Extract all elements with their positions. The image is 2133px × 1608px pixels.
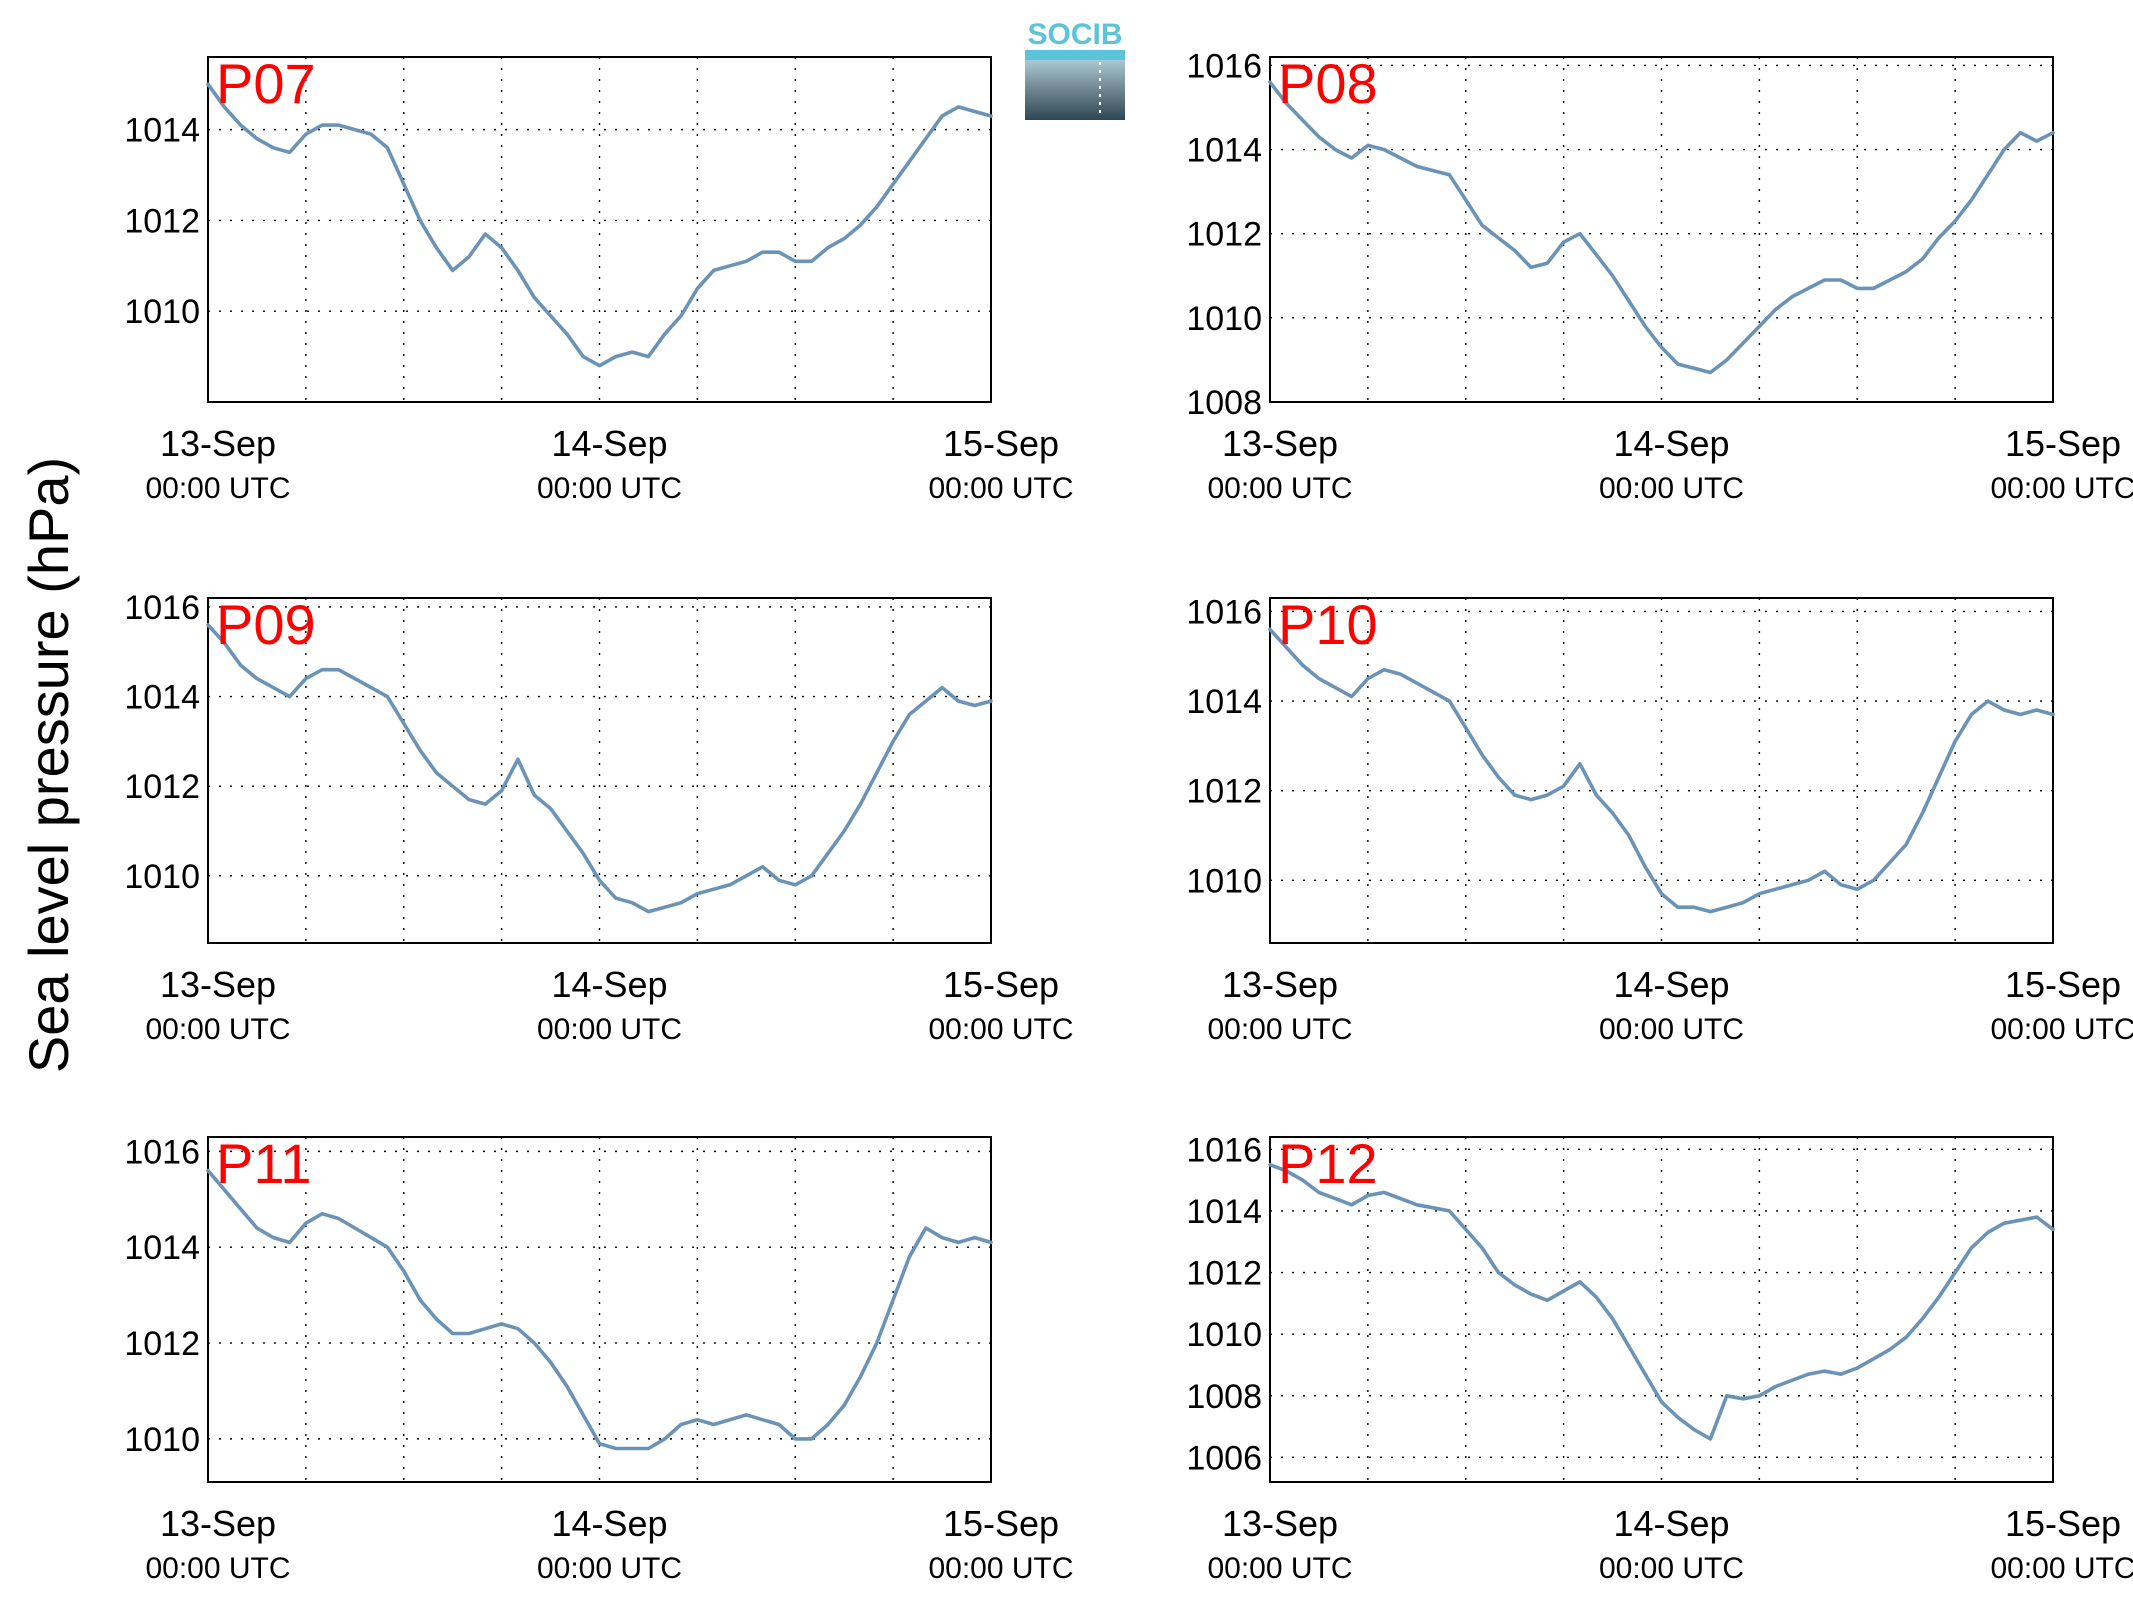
x-tick-time: 00:00 UTC (1990, 472, 2133, 505)
x-tick-time: 00:00 UTC (145, 1552, 290, 1585)
logo-band (1025, 50, 1125, 60)
x-tick-time: 00:00 UTC (1990, 1013, 2133, 1046)
x-tick-date: 15-Sep (2005, 964, 2121, 1005)
axes-frame (207, 597, 992, 944)
y-tick-label: 1010 (1186, 300, 1262, 338)
y-tick-label: 1012 (1186, 1255, 1262, 1293)
panel-p08: 1008 1010 1012 1014 1016 13-Sep 00:00 UTC 14-Se… (1186, 47, 2133, 505)
x-tick-time: 00:00 UTC (1207, 472, 1352, 505)
x-tick-time: 00:00 UTC (1990, 1552, 2133, 1585)
y-tick-label: 1010 (124, 1421, 200, 1459)
y-tick-label: 1006 (1186, 1439, 1262, 1477)
axes-frame (1269, 1136, 2054, 1483)
x-tick-date: 14-Sep (1613, 964, 1729, 1005)
x-tick-time: 00:00 UTC (1599, 472, 1744, 505)
x-tick-time: 00:00 UTC (537, 472, 682, 505)
y-axis-label: Sea level pressure (hPa) (17, 457, 80, 1073)
x-tick-time: 00:00 UTC (1599, 1552, 1744, 1585)
panel-p10: 1010 1012 1014 1016 13-Sep 00:00 UTC 14-Sep 00:… (1186, 593, 2133, 1046)
y-tick-label: 1008 (1186, 1378, 1262, 1416)
y-tick-label: 1014 (1186, 132, 1262, 170)
x-tick-time: 00:00 UTC (1207, 1013, 1352, 1046)
y-tick-label: 1016 (1186, 1131, 1262, 1169)
panel-label: P08 (1278, 52, 1378, 115)
x-tick-date: 13-Sep (160, 423, 276, 464)
panel-label: P12 (1278, 1132, 1378, 1195)
y-tick-label: 1016 (124, 589, 200, 627)
x-tick-time: 00:00 UTC (537, 1013, 682, 1046)
logo-text: SOCIB (1027, 18, 1122, 51)
panel-label: P10 (1278, 593, 1378, 656)
panel-label: P09 (216, 593, 316, 656)
x-tick-time: 00:00 UTC (928, 1013, 1073, 1046)
y-tick-label: 1016 (1186, 47, 1262, 85)
x-tick-date: 13-Sep (1222, 1503, 1338, 1544)
x-tick-date: 15-Sep (2005, 423, 2121, 464)
panel-p12: 1006 1008 1010 1012 1014 1016 13-Sep 00:00 UTC 1… (1186, 1131, 2133, 1585)
pressure-series-line (206, 82, 993, 368)
x-tick-date: 15-Sep (943, 964, 1059, 1005)
y-tick-label: 1010 (1186, 1316, 1262, 1354)
y-tick-label: 1010 (124, 293, 200, 331)
y-tick-label: 1014 (1186, 683, 1262, 721)
y-tick-label: 1014 (124, 1229, 200, 1267)
pressure-series-line (1268, 80, 2055, 375)
axes-frame (1269, 597, 2054, 944)
x-tick-time: 00:00 UTC (145, 472, 290, 505)
panel-label: P07 (216, 52, 316, 115)
axes-frame (1269, 56, 2054, 403)
x-tick-date: 13-Sep (1222, 423, 1338, 464)
axes-frame (207, 56, 992, 403)
y-tick-label: 1010 (1186, 862, 1262, 900)
x-tick-date: 14-Sep (551, 964, 667, 1005)
pressure-series-line (1268, 627, 2055, 914)
x-tick-date: 14-Sep (551, 1503, 667, 1544)
axes-frame (207, 1136, 992, 1483)
y-tick-label: 1010 (124, 858, 200, 896)
x-tick-date: 14-Sep (551, 423, 667, 464)
y-tick-label: 1014 (1186, 1193, 1262, 1231)
x-tick-date: 15-Sep (2005, 1503, 2121, 1544)
y-tick-label: 1012 (1186, 773, 1262, 811)
y-tick-label: 1016 (124, 1133, 200, 1171)
y-tick-label: 1012 (124, 1325, 200, 1363)
pressure-series-line (1268, 1162, 2055, 1441)
panel-p11: 1010 1012 1014 1016 13-Sep 00:00 UTC 14-Sep 00:… (124, 1132, 1073, 1585)
x-tick-time: 00:00 UTC (1599, 1013, 1744, 1046)
panel-p09: 1010 1012 1014 1016 13-Sep 00:00 UTC 14-Sep 00:… (124, 589, 1073, 1046)
x-tick-time: 00:00 UTC (928, 472, 1073, 505)
panel-label: P11 (216, 1132, 311, 1195)
socib-logo: SOCIB (1025, 18, 1125, 120)
x-tick-date: 13-Sep (160, 964, 276, 1005)
x-tick-time: 00:00 UTC (928, 1552, 1073, 1585)
y-tick-label: 1008 (1186, 384, 1262, 422)
panel-p07: 1010 1012 1014 13-Sep 00:00 UTC 14-Sep 00:00 U… (124, 52, 1073, 505)
y-tick-label: 1016 (1186, 593, 1262, 631)
x-tick-date: 14-Sep (1613, 1503, 1729, 1544)
x-tick-time: 00:00 UTC (145, 1013, 290, 1046)
x-tick-date: 15-Sep (943, 1503, 1059, 1544)
y-tick-label: 1012 (124, 202, 200, 240)
x-tick-time: 00:00 UTC (1207, 1552, 1352, 1585)
pressure-series-line (206, 623, 993, 914)
x-tick-date: 13-Sep (1222, 964, 1338, 1005)
x-tick-date: 13-Sep (160, 1503, 276, 1544)
pressure-series-line (206, 1168, 993, 1451)
logo-box (1025, 52, 1125, 120)
y-tick-label: 1014 (124, 112, 200, 150)
x-tick-date: 14-Sep (1613, 423, 1729, 464)
x-tick-time: 00:00 UTC (537, 1552, 682, 1585)
y-tick-label: 1012 (124, 768, 200, 806)
x-tick-date: 15-Sep (943, 423, 1059, 464)
y-tick-label: 1012 (1186, 216, 1262, 254)
y-tick-label: 1014 (124, 679, 200, 717)
